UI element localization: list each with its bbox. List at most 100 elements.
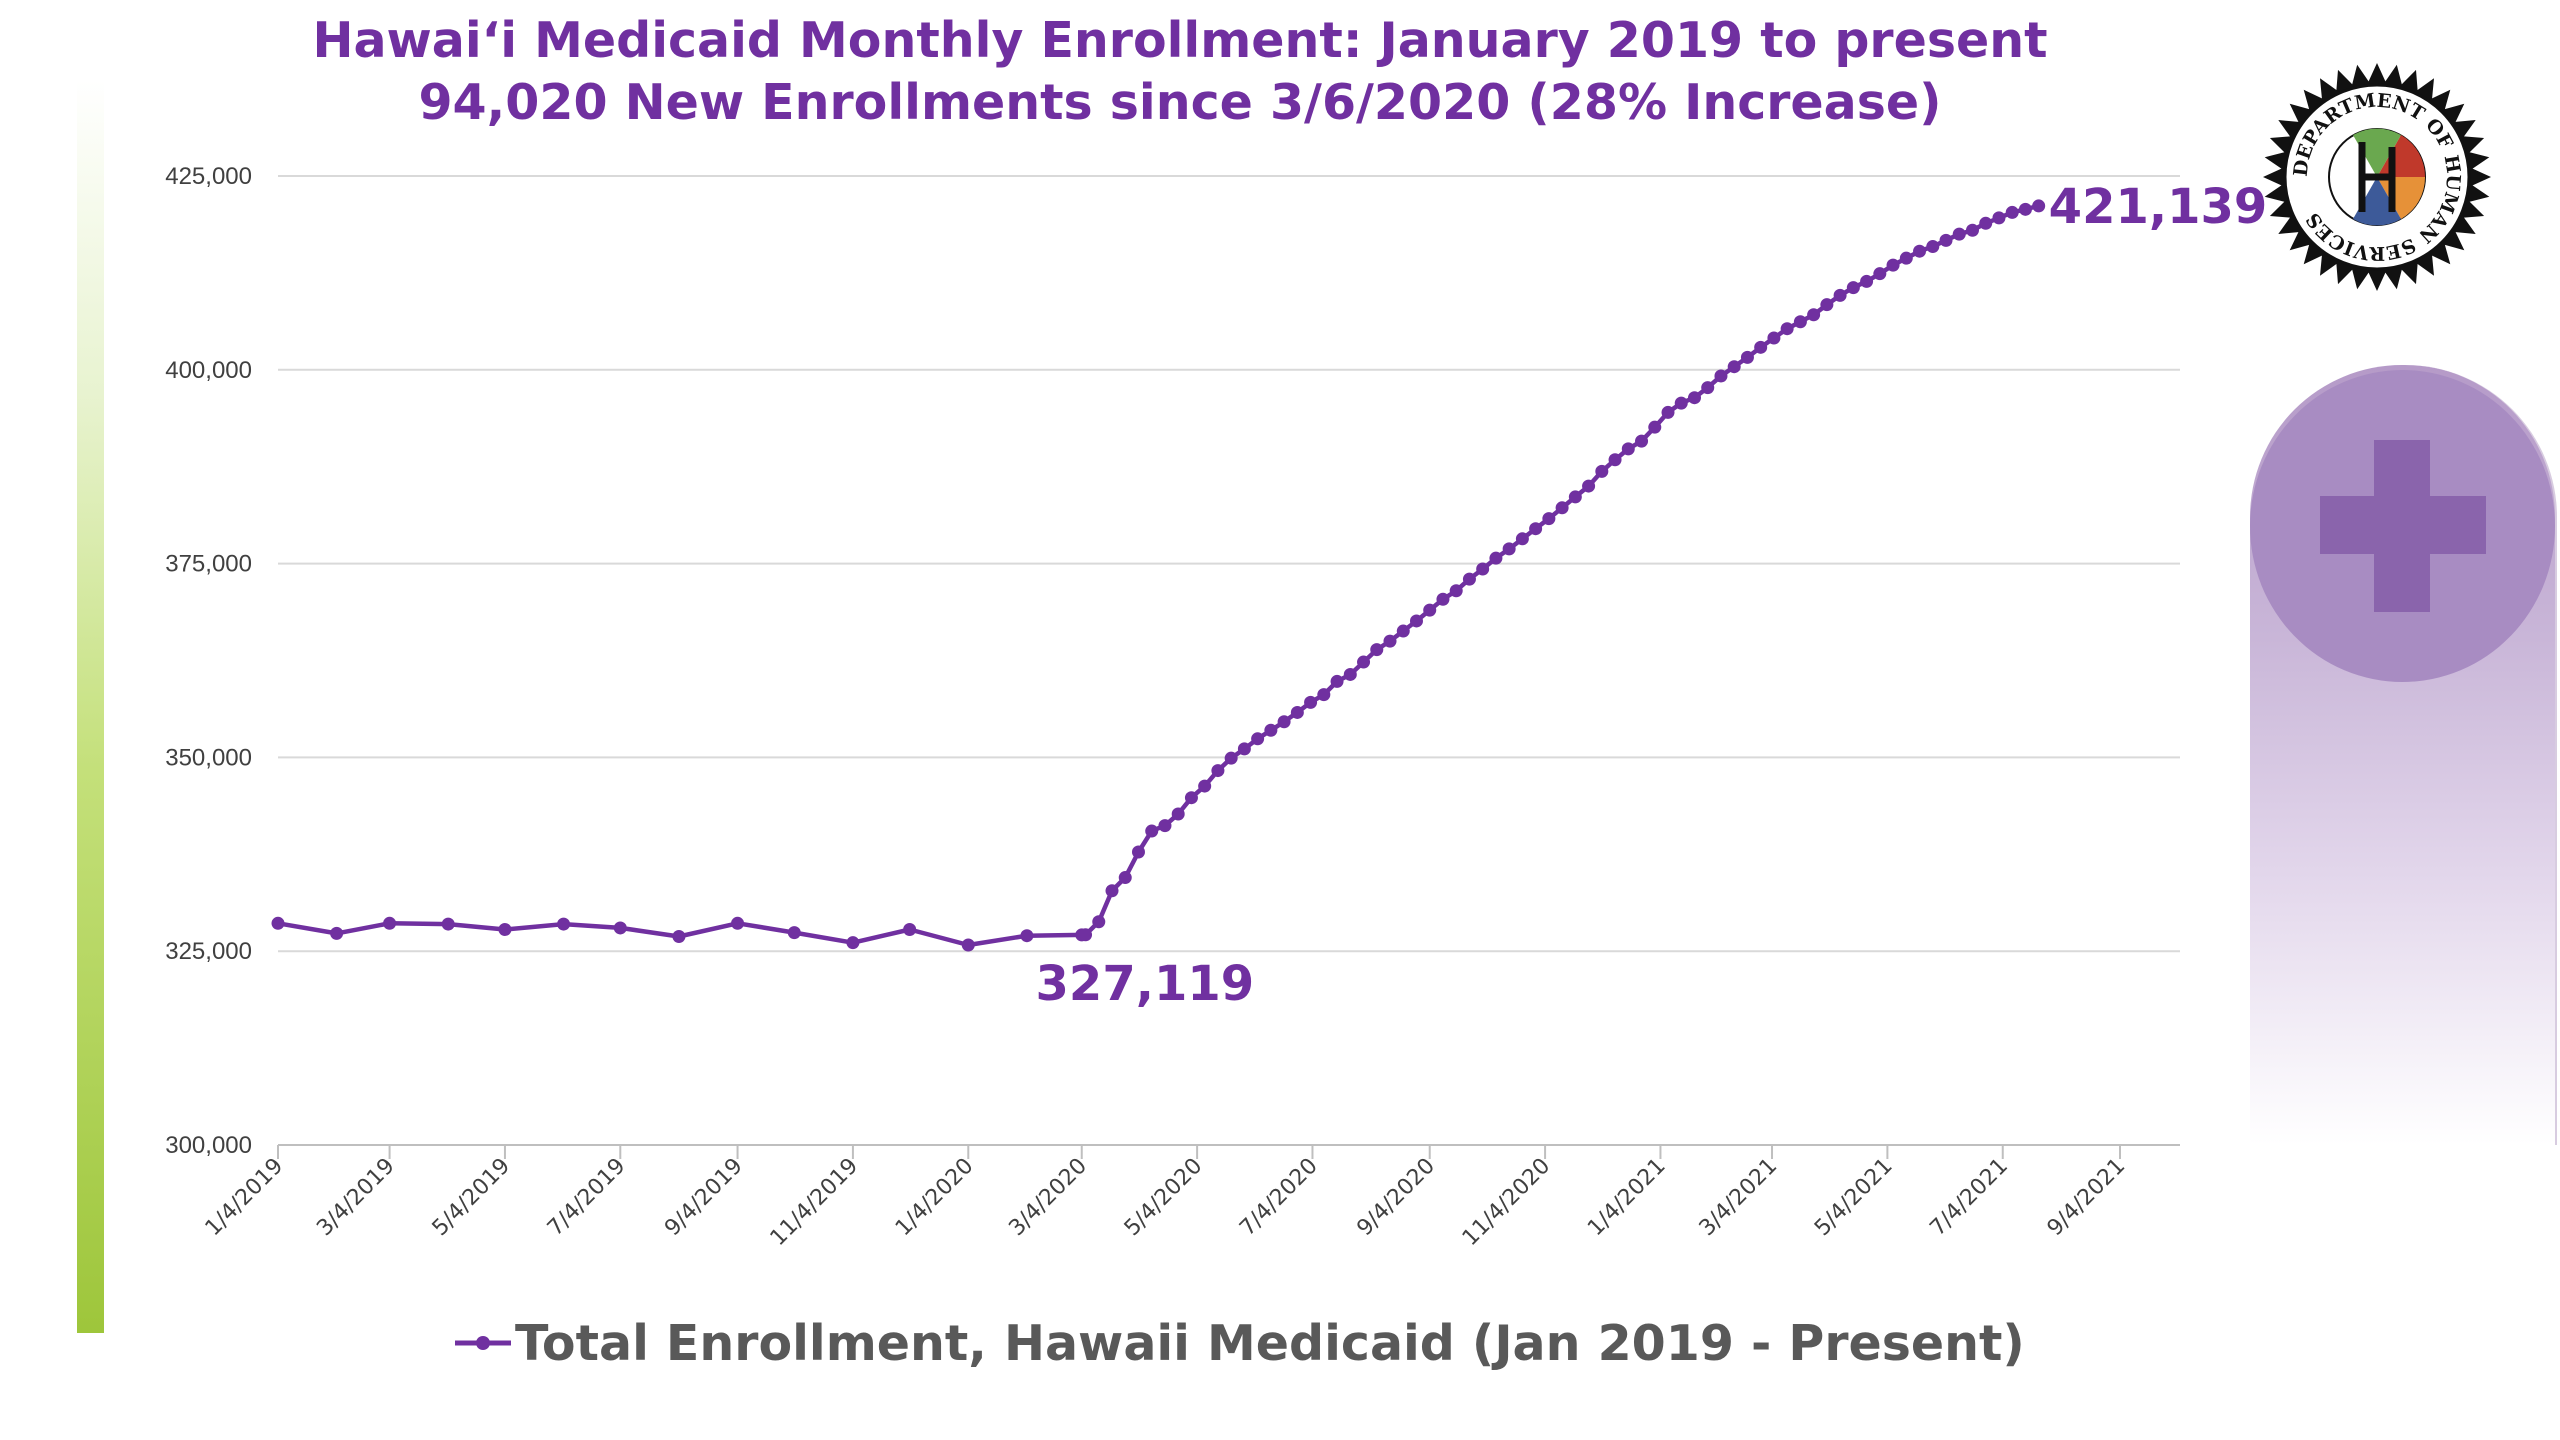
data-point (1145, 824, 1159, 838)
y-axis-ticks: 300,000 325,000 350,000 375,000 400,000 425,0… (165, 163, 252, 1159)
data-point (672, 929, 686, 943)
data-point (1568, 490, 1582, 504)
data-point (2032, 199, 2046, 213)
data-point (613, 921, 627, 935)
data-point (731, 916, 745, 930)
y-tick-label: 325,000 (165, 938, 252, 965)
x-tick-label: 5/4/2019 (428, 1154, 516, 1242)
data-point (1727, 360, 1741, 374)
data-point (1529, 522, 1543, 536)
data-point (1198, 779, 1212, 793)
data-point (1330, 674, 1344, 688)
x-tick-label: 7/4/2020 (1235, 1154, 1323, 1242)
x-tick-label: 11/4/2020 (1458, 1154, 1555, 1251)
data-point (1264, 723, 1278, 737)
y-tick-label: 375,000 (165, 551, 252, 578)
chart-subtitle: 94,020 New Enrollments since 3/6/2020 (2… (418, 74, 1942, 131)
department-of-human-services-seal-icon: DEPARTMENT OF HUMAN SERVICES (2263, 63, 2491, 291)
data-point (1714, 369, 1728, 383)
series-layer (271, 199, 2046, 952)
data-point (1502, 542, 1516, 556)
data-point (2005, 205, 2019, 219)
y-tick-label: 350,000 (165, 744, 252, 771)
data-point (1860, 274, 1874, 288)
data-point (1846, 281, 1860, 295)
data-point (1582, 479, 1596, 493)
data-point (1020, 929, 1034, 943)
data-point (1952, 227, 1966, 241)
data-point (1661, 405, 1675, 419)
x-tick-label: 7/4/2019 (543, 1154, 631, 1242)
data-point (1913, 244, 1927, 258)
data-point (1304, 695, 1318, 709)
data-point (557, 917, 571, 931)
data-point (1489, 551, 1503, 565)
x-tick-label: 5/4/2021 (1810, 1154, 1898, 1242)
data-point (1740, 350, 1754, 364)
data-point (1965, 223, 1979, 237)
legend-marker (455, 1336, 511, 1350)
data-point (1595, 464, 1609, 478)
data-point (1409, 614, 1423, 628)
data-point (1621, 442, 1635, 456)
data-point (1131, 845, 1145, 859)
data-point (1992, 211, 2006, 225)
data-point (1701, 381, 1715, 395)
data-point (1237, 742, 1251, 756)
data-point (1515, 532, 1529, 546)
data-point (1449, 584, 1463, 598)
data-point (1807, 308, 1821, 322)
data-point (1383, 634, 1397, 648)
data-point (330, 926, 344, 940)
data-point (1370, 643, 1384, 657)
x-axis-ticks: 1/4/2019 3/4/2019 5/4/2019 7/4/2019 9/4/2019… (201, 1154, 2131, 1251)
x-tick-label: 1/4/2021 (1583, 1154, 1671, 1242)
data-point (1211, 764, 1225, 778)
x-tick-label: 9/4/2020 (1352, 1154, 1440, 1242)
x-tick-label: 1/4/2020 (891, 1154, 979, 1242)
data-point (1608, 453, 1622, 467)
y-tick-label: 300,000 (165, 1132, 252, 1159)
data-point (1184, 791, 1198, 805)
data-point (1886, 258, 1900, 272)
data-point (846, 936, 860, 950)
annotation-label-start: 327,119 (1036, 956, 1255, 1012)
data-point (1251, 732, 1265, 746)
data-point (1118, 871, 1132, 885)
data-point (1476, 562, 1490, 576)
data-point (1873, 267, 1887, 281)
data-point (1462, 572, 1476, 586)
data-point (1754, 340, 1768, 354)
data-point (2018, 202, 2032, 216)
data-point (1158, 819, 1172, 833)
annotation-label-end: 421,139 (2049, 179, 2268, 235)
legend-label: Total Enrollment, Hawaii Medicaid (Jan 2… (515, 1314, 2025, 1372)
data-point (961, 938, 975, 952)
data-point (441, 917, 455, 931)
data-point (1939, 233, 1953, 247)
x-tick-label: 11/4/2019 (766, 1154, 863, 1251)
data-point (1555, 501, 1569, 515)
data-point (1833, 288, 1847, 302)
green-accent-bar (77, 80, 104, 1333)
data-point (1224, 751, 1238, 765)
data-point (1635, 434, 1649, 448)
data-point (1423, 603, 1437, 617)
data-point (1780, 322, 1794, 336)
data-point (1767, 331, 1781, 345)
x-tick-label: 7/4/2021 (1925, 1154, 2013, 1242)
data-point (1979, 216, 1993, 230)
data-point (1277, 715, 1291, 729)
data-point (1820, 298, 1834, 312)
x-tick-label: 3/4/2019 (312, 1154, 400, 1242)
chart-title: Hawai‘i Medicaid Monthly Enrollment: Jan… (312, 12, 2048, 69)
data-point (1674, 396, 1688, 410)
data-point (1648, 420, 1662, 434)
data-point (903, 922, 917, 936)
data-point (271, 916, 285, 930)
data-point (1687, 391, 1701, 405)
data-point (498, 922, 512, 936)
data-point (1171, 807, 1185, 821)
